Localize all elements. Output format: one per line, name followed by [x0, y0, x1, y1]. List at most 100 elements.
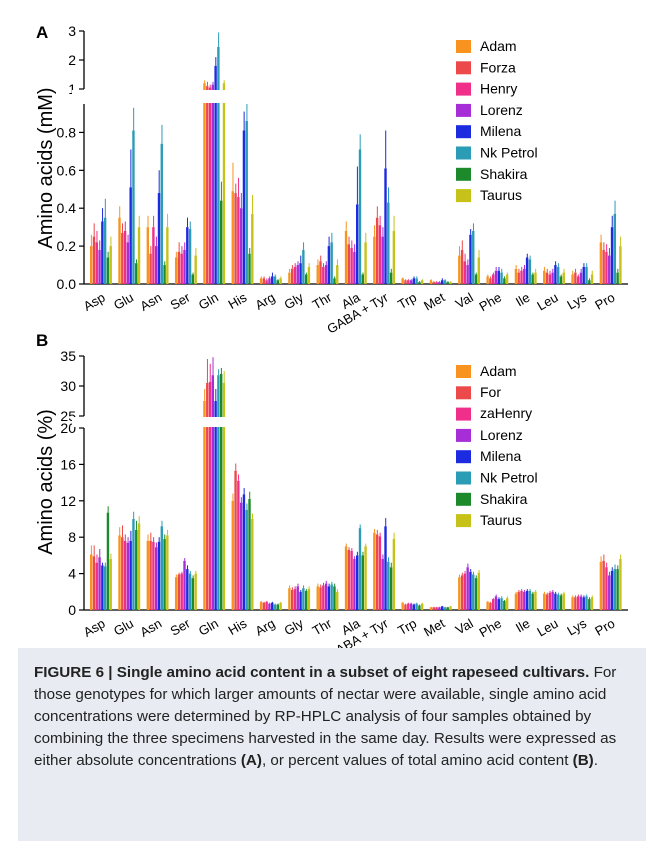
bar: [288, 588, 291, 610]
y-tick-label: 0.0: [57, 276, 77, 292]
bar: [466, 265, 469, 284]
bar: [217, 375, 220, 610]
bar: [268, 278, 271, 284]
bar: [92, 236, 96, 284]
x-tick-label: Phe: [477, 616, 505, 641]
y-tick-label: 0: [68, 602, 76, 618]
bar: [237, 480, 240, 610]
bar: [203, 401, 206, 610]
bar: [135, 529, 138, 610]
bar: [206, 86, 209, 284]
bar: [95, 562, 98, 610]
bar: [574, 597, 577, 610]
bar: [432, 607, 435, 610]
legend-swatch: [456, 514, 471, 528]
bar: [330, 584, 333, 610]
bar: [160, 143, 163, 284]
bar: [492, 599, 495, 610]
bar: [599, 242, 603, 284]
bar: [486, 276, 489, 284]
bar: [166, 535, 169, 610]
legend-swatch: [456, 407, 471, 421]
bar: [211, 375, 215, 610]
bar: [180, 573, 183, 610]
bar: [500, 598, 503, 610]
bar: [95, 242, 98, 284]
legend-swatch: [456, 492, 471, 506]
bar: [146, 540, 150, 610]
x-tick-label: Gln: [196, 290, 221, 313]
bar: [262, 602, 266, 610]
bar: [571, 274, 574, 284]
legend-swatch: [456, 103, 471, 117]
bar: [103, 566, 107, 610]
legend-label: Forza: [480, 59, 516, 75]
bar: [562, 593, 565, 610]
bar: [588, 280, 591, 284]
bar: [494, 596, 498, 610]
bar: [356, 204, 359, 284]
bar: [497, 270, 500, 284]
bar: [497, 599, 500, 610]
bar: [262, 278, 266, 284]
bar: [602, 560, 605, 610]
bar: [333, 278, 336, 284]
bar: [103, 217, 107, 284]
bar: [438, 607, 441, 610]
bar: [98, 557, 101, 610]
bar: [605, 567, 608, 610]
bar: [548, 592, 552, 610]
bar: [149, 253, 152, 284]
bar: [291, 589, 294, 610]
bar: [101, 565, 104, 610]
bar: [155, 246, 158, 284]
bar: [160, 526, 163, 610]
bar: [613, 569, 617, 610]
bar: [590, 274, 594, 284]
bar: [616, 272, 619, 284]
x-tick-label: Thr: [310, 289, 335, 312]
bar: [409, 280, 413, 284]
bar: [588, 599, 591, 610]
bar: [613, 213, 617, 284]
bar: [503, 600, 506, 610]
bar: [514, 268, 518, 284]
bar: [619, 246, 622, 284]
bar: [356, 555, 359, 610]
bar: [585, 266, 588, 284]
bar: [551, 591, 554, 610]
bar: [557, 594, 560, 610]
x-tick-label: Asp: [81, 290, 108, 314]
x-tick-label: Arg: [253, 616, 278, 639]
bar: [384, 526, 387, 610]
bar: [231, 191, 234, 284]
bar: [440, 280, 444, 284]
bar: [188, 229, 192, 284]
bar: [520, 590, 523, 610]
legend-swatch: [456, 125, 471, 139]
bar: [330, 242, 333, 284]
bar: [531, 593, 534, 610]
x-tick-label: Glu: [111, 290, 136, 313]
bar: [458, 577, 461, 610]
bar: [268, 603, 271, 610]
legend-swatch: [456, 471, 471, 485]
legend-label: Shakira: [480, 491, 528, 507]
legend-swatch: [456, 167, 471, 181]
bar: [121, 232, 124, 284]
bar: [118, 217, 121, 284]
bar: [389, 272, 393, 284]
x-tick-label: Val: [453, 616, 476, 638]
bar: [407, 603, 410, 610]
x-tick-label: Val: [453, 290, 476, 312]
x-tick-label: Arg: [253, 290, 278, 313]
bar: [211, 84, 215, 285]
legend-label: Taurus: [480, 187, 522, 203]
bar: [299, 591, 302, 610]
bar: [460, 575, 464, 610]
bar: [412, 604, 416, 610]
bar: [222, 383, 226, 610]
bar: [319, 587, 322, 610]
bar: [421, 603, 424, 610]
